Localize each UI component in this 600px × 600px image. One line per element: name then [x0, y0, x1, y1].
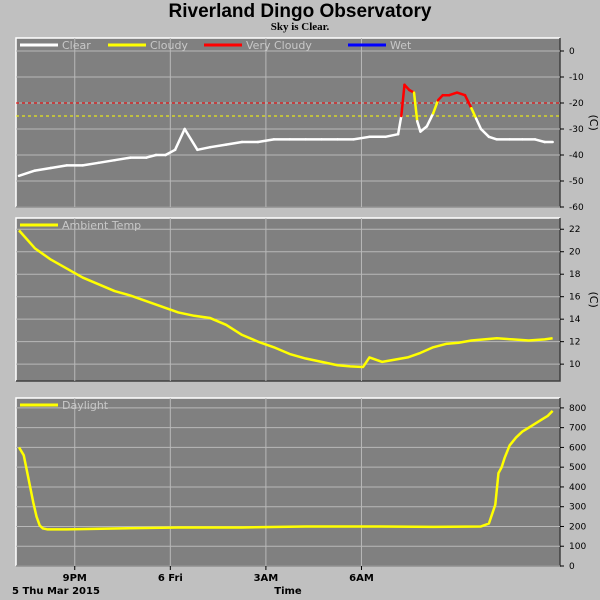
xtick-label: 6 Fri: [158, 573, 183, 584]
series-line: [18, 229, 553, 369]
ytick-label: 14: [569, 315, 581, 325]
panel-background: [16, 218, 560, 381]
sky-segment: [49, 164, 69, 170]
chart-title: Riverland Dingo Observatory: [168, 1, 432, 22]
sky-segment: [447, 91, 459, 97]
ytick-label: -40: [569, 151, 584, 161]
sky-segment: [419, 125, 429, 133]
ytick-label: -20: [569, 99, 584, 109]
panel-3: 800 700 600 500 400 300 200 100 0 Daylight: [15, 397, 586, 572]
sky-segment: [196, 145, 212, 152]
sky-segment: [431, 99, 440, 115]
sky-segment: [33, 166, 53, 172]
sky-segment: [164, 148, 177, 157]
legend-label: Ambient Temp: [62, 219, 141, 232]
ytick-label: 800: [569, 404, 586, 414]
xtick-label: 3AM: [254, 573, 279, 584]
ytick-label: -30: [569, 125, 584, 135]
legend-label: Very Cloudy: [246, 39, 312, 52]
panel-border-light: [15, 397, 560, 566]
sky-segment: [533, 138, 546, 144]
sky-segment: [415, 119, 422, 133]
x-axis-title: Time: [274, 586, 302, 597]
ytick-label: 0: [569, 562, 575, 572]
sky-segment: [455, 91, 467, 97]
ytick-label: 400: [569, 483, 586, 493]
panel-background: [16, 398, 560, 566]
legend-label: Wet: [390, 39, 412, 52]
ytick-label: 500: [569, 463, 586, 473]
legend-label: Clear: [62, 39, 91, 52]
ytick-label: 12: [569, 338, 580, 348]
ytick-label: -60: [569, 203, 584, 213]
legend-label: Cloudy: [150, 39, 188, 52]
sky-segment: [470, 106, 478, 120]
chart-panels: 0 -10 -20 -30 -40 -50 -60 (C) Clear Cloudy Very Cl…: [15, 37, 600, 584]
sky-segment: [183, 127, 199, 152]
series-line: [17, 409, 554, 531]
sky-segment: [352, 135, 371, 141]
ytick-label: 600: [569, 443, 586, 453]
sky-segment: [113, 156, 132, 162]
sky-segment: [425, 112, 435, 128]
panel-background: [16, 38, 560, 207]
ytick-label: -10: [569, 73, 584, 83]
ytick-label: 300: [569, 503, 586, 513]
ytick-label: 22: [569, 225, 580, 235]
ytick-label: 100: [569, 542, 586, 552]
sky-segment: [396, 114, 403, 136]
sky-segment: [384, 132, 400, 139]
unit-label: (C): [587, 115, 600, 131]
legend-label: Daylight: [62, 399, 109, 412]
ytick-label: -50: [569, 177, 584, 187]
sky-segment: [208, 143, 228, 149]
panel-2: 22 20 18 16 14 12 10 (C) Ambient Temp: [15, 217, 600, 382]
sky-segment: [173, 127, 186, 152]
panel-border-light: [15, 217, 560, 381]
sky-segment: [474, 117, 483, 131]
sky-status: Sky is Clear.: [270, 21, 330, 33]
sky-segment: [479, 127, 491, 139]
ytick-label: 700: [569, 424, 586, 434]
date-label: 5 Thu Mar 2015: [12, 586, 100, 597]
ytick-label: 200: [569, 522, 586, 532]
ytick-label: 0: [569, 47, 575, 57]
xtick-label: 9PM: [63, 573, 87, 584]
sky-segment: [17, 169, 37, 178]
sky-segment: [400, 83, 406, 118]
ytick-label: 18: [569, 270, 581, 280]
unit-label: (C): [587, 292, 600, 308]
ytick-label: 20: [569, 248, 581, 258]
sky-segment: [487, 135, 499, 141]
sky-segment: [97, 158, 116, 165]
xtick-label: 6AM: [349, 573, 374, 584]
panel-1: 0 -10 -20 -30 -40 -50 -60 (C) Clear Cloudy Very Cl…: [15, 37, 600, 213]
ytick-label: 10: [569, 360, 581, 370]
sky-segment: [256, 138, 276, 144]
sky-segment: [145, 153, 158, 159]
sky-segment: [81, 161, 100, 167]
sky-segment: [224, 140, 244, 146]
panel-border-light: [15, 37, 560, 207]
panel-border-dark: [16, 218, 561, 382]
sky-segment: [412, 91, 419, 123]
sky-segment: [463, 93, 473, 110]
ytick-label: 16: [569, 293, 581, 303]
